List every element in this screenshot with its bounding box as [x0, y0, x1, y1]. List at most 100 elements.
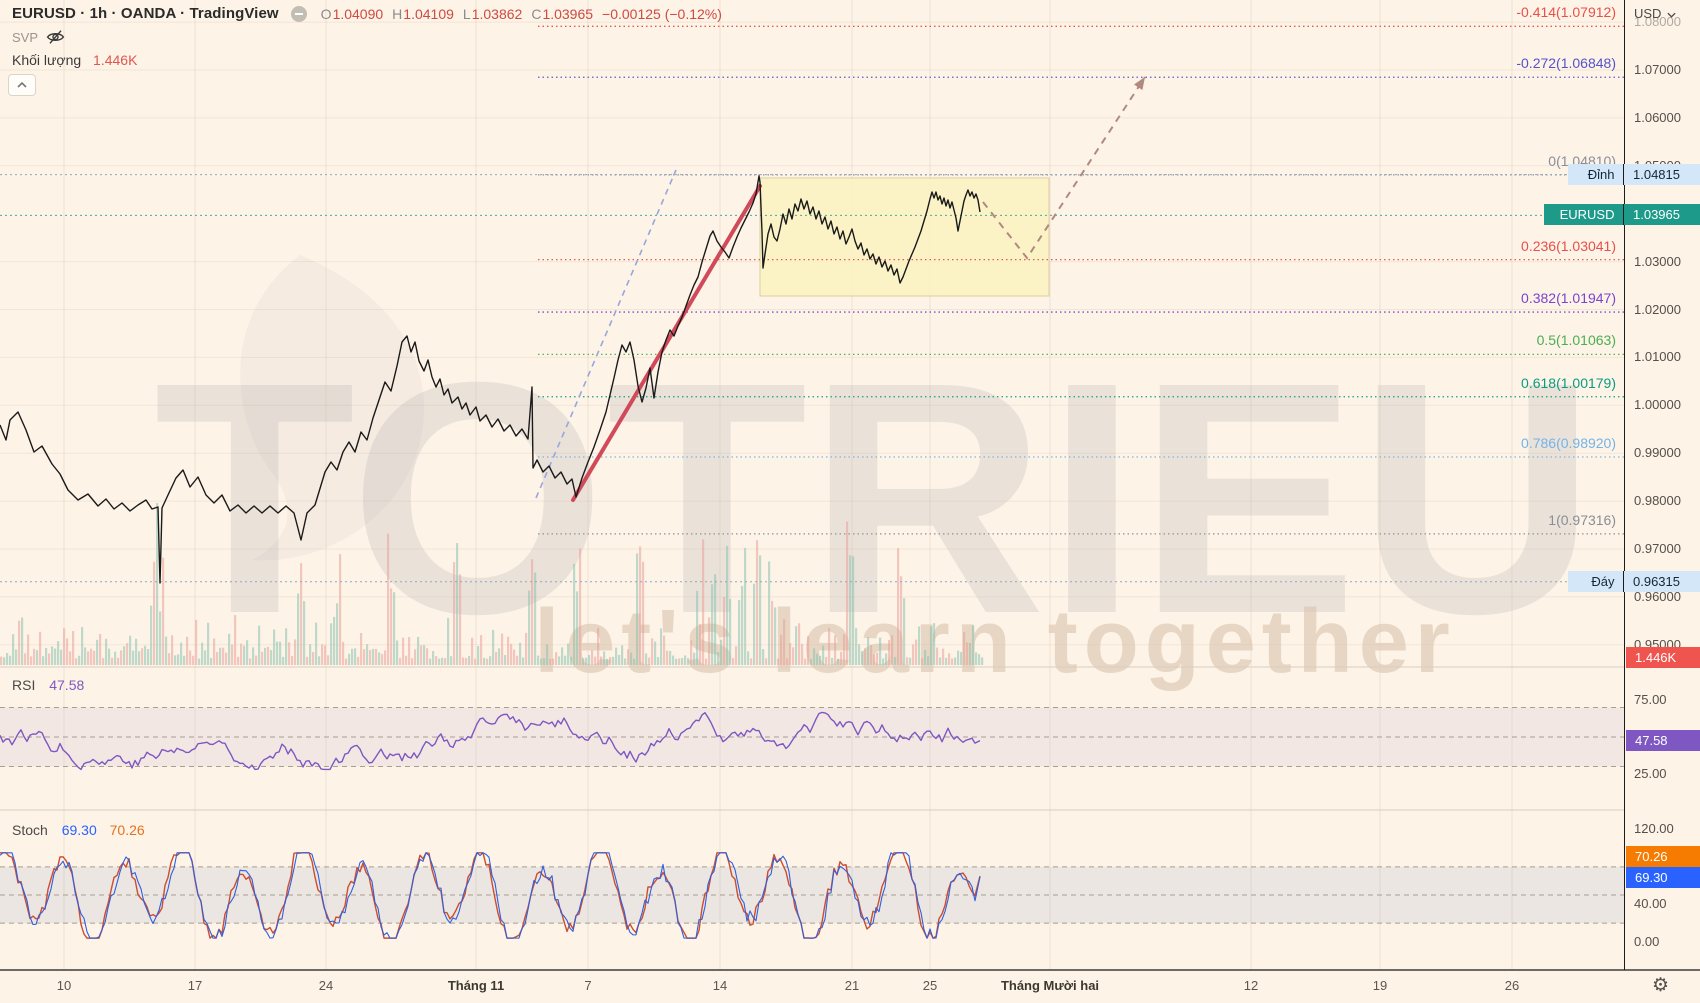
volume-bar: [690, 640, 693, 665]
volume-bar: [651, 638, 654, 665]
stoch-d-axis-badge: 70.26: [1626, 845, 1700, 867]
symbol-title[interactable]: EURUSD · 1h · OANDA · TradingView: [12, 5, 279, 22]
price-axis-tick: 0.00: [1634, 933, 1660, 949]
price-series: [0, 175, 981, 584]
volume-bar: [768, 561, 771, 665]
stoch-legend[interactable]: Stoch 69.30 70.26: [12, 822, 145, 838]
fib-level-label: -0.272(1.06848): [1516, 55, 1616, 72]
rsi-legend[interactable]: RSI 47.58: [12, 677, 84, 693]
volume-bar: [765, 658, 768, 665]
volume-bar: [720, 639, 723, 665]
volume-bar: [531, 559, 534, 665]
svp-indicator-row[interactable]: SVP: [12, 29, 65, 45]
volume-bar: [888, 639, 891, 665]
volume-bar: [291, 655, 294, 665]
axis-currency-selector[interactable]: USD: [1634, 6, 1676, 21]
volume-bar: [36, 650, 39, 665]
time-axis[interactable]: ⚙ 10 17 24 Tháng 11 7 14 21 25 Tháng Mười hai 12 1…: [0, 970, 1700, 1003]
volume-bar: [471, 637, 474, 665]
volume-bar: [663, 635, 666, 665]
volume-bar: [204, 650, 207, 665]
volume-bar: [390, 588, 393, 665]
volume-bar: [609, 657, 612, 665]
time-axis-label: 26: [1504, 978, 1520, 993]
volume-bar: [45, 647, 48, 665]
volume-bar: [54, 648, 57, 665]
volume-bar: [327, 655, 330, 665]
volume-bar: [669, 650, 672, 665]
volume-bar: [3, 657, 6, 665]
volume-bar: [972, 625, 975, 665]
volume-bar: [132, 650, 135, 665]
volume-bar: [576, 591, 579, 665]
projection-arrow-head: [1134, 77, 1145, 90]
volume-bar: [507, 636, 510, 665]
volume-indicator-row[interactable]: Khối lượng 1.446K: [12, 52, 137, 68]
volume-bar: [519, 642, 522, 665]
volume-bar: [138, 651, 141, 665]
volume-bar: [384, 650, 387, 665]
volume-bar: [900, 576, 903, 665]
price-axis-tick: 120.00: [1634, 821, 1674, 837]
volume-bar: [729, 599, 732, 665]
volume-bar: [273, 629, 276, 665]
volume-bar: [498, 648, 501, 665]
volume-bar: [231, 644, 234, 665]
rsi-series: [0, 711, 981, 771]
volume-bar: [933, 623, 936, 665]
symbol-price-badge: EURUSD 1.03965: [1544, 204, 1700, 226]
volume-bar: [318, 656, 321, 665]
volume-bar: [306, 656, 309, 665]
volume-bar: [537, 655, 540, 665]
chart-legend-header[interactable]: EURUSD · 1h · OANDA · TradingView O1.040…: [12, 5, 722, 22]
volume-bar: [774, 607, 777, 665]
settings-gear-icon[interactable]: ⚙: [1652, 975, 1670, 996]
volume-bar: [66, 638, 69, 665]
price-axis[interactable]: USD 1.080001.070001.060001.050001.030001…: [1624, 0, 1700, 970]
volume-bar: [885, 653, 888, 665]
volume-bar: [201, 642, 204, 665]
volume-bar: [60, 649, 63, 665]
volume-bar: [444, 658, 447, 665]
collapse-panel-button[interactable]: [8, 74, 36, 96]
volume-bar: [897, 548, 900, 665]
ohlc-item: −0.00125 (−0.12%): [602, 5, 722, 22]
stoch-k-value: 69.30: [61, 822, 97, 838]
volume-bar: [198, 658, 201, 665]
volume-bar: [468, 656, 471, 665]
time-axis-label: Tháng Mười hai: [1000, 978, 1100, 993]
volume-bar: [339, 554, 342, 665]
volume-bar: [72, 631, 75, 665]
volume-bar: [969, 642, 972, 665]
fib-level-label: 0.786(0.98920): [1521, 435, 1616, 452]
volume-bar: [702, 539, 705, 665]
volume-bar: [267, 646, 270, 665]
volume-bar: [807, 636, 810, 665]
volume-bar: [678, 658, 681, 665]
volume-bar: [600, 656, 603, 665]
volume-bar: [561, 647, 564, 665]
eye-off-icon[interactable]: [46, 29, 65, 45]
volume-bar: [981, 657, 984, 665]
volume-bar: [210, 657, 213, 665]
collapse-legend-icon[interactable]: [290, 5, 307, 22]
volume-bar: [411, 658, 414, 665]
volume-bar: [738, 600, 741, 665]
volume-bar: [6, 653, 9, 665]
volume-bar: [693, 652, 696, 665]
volume-bar: [417, 636, 420, 665]
volume-bar: [363, 649, 366, 665]
volume-bar: [849, 555, 852, 665]
volume-bar: [579, 548, 582, 665]
price-axis-tick: 0.96000: [1634, 588, 1681, 604]
volume-bar: [639, 546, 642, 665]
volume-bar: [705, 658, 708, 665]
volume-bar: [795, 626, 798, 665]
volume-bar: [117, 657, 120, 665]
volume-bar: [450, 656, 453, 665]
time-axis-label: 17: [187, 978, 203, 993]
volume-bar: [552, 658, 555, 665]
volume-bar: [123, 646, 126, 665]
volume-bar: [756, 540, 759, 665]
